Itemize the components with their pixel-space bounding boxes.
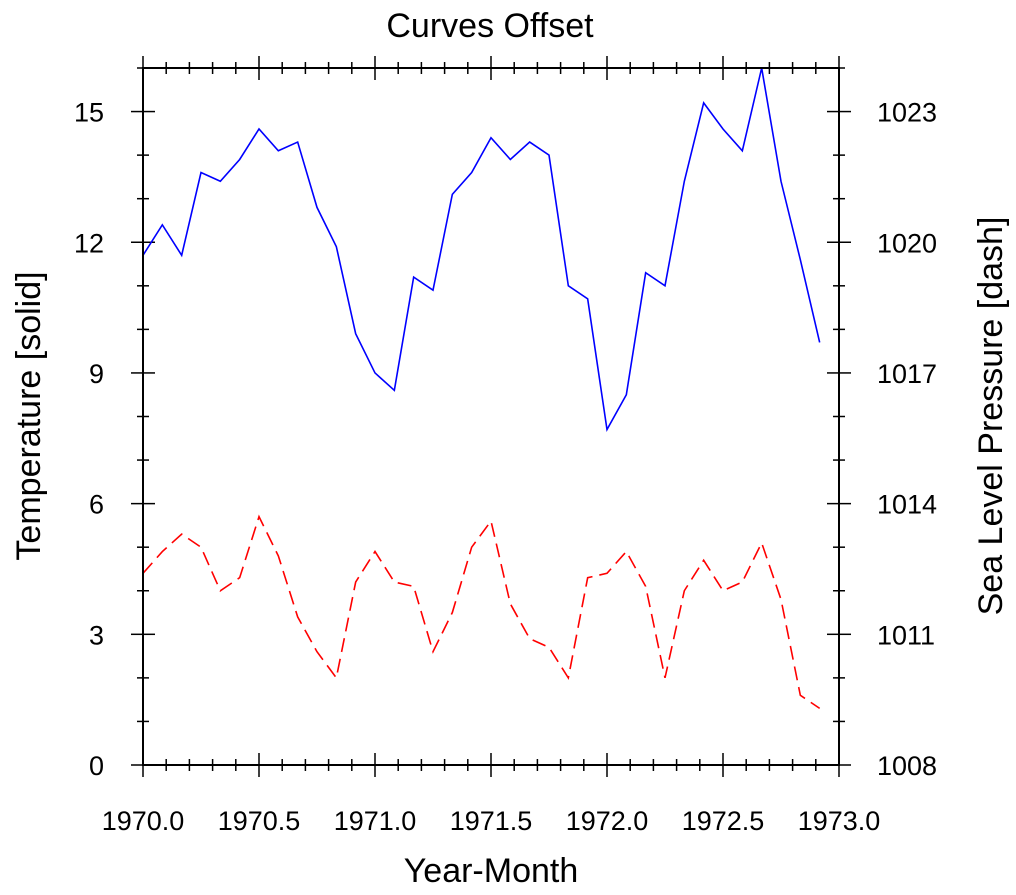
y-left-tick-label: 3 bbox=[89, 620, 104, 650]
temperature-line bbox=[142, 67, 821, 433]
x-tick-label: 1972.5 bbox=[682, 806, 765, 836]
y-axis-left-label: Temperature [solid] bbox=[10, 271, 48, 560]
y-axis-right-label: Sea Level Pressure [dash] bbox=[972, 217, 1010, 616]
data-series bbox=[142, 67, 821, 710]
y-left-tick-label: 9 bbox=[89, 359, 104, 389]
y-left-tick-label: 6 bbox=[89, 490, 104, 520]
plot-frame bbox=[142, 67, 840, 766]
x-tick-label: 1972.0 bbox=[566, 806, 649, 836]
y-right-tick-label: 1008 bbox=[877, 751, 937, 781]
axis-tick-labels: 1970.0 1970.5 1971.0 1971.5 1972.0 1972.5 1973… bbox=[74, 98, 937, 836]
y-right-tick-label: 1020 bbox=[877, 228, 937, 258]
x-tick-label: 1970.5 bbox=[218, 806, 301, 836]
y-left-tick-label: 0 bbox=[89, 751, 104, 781]
x-tick-label: 1973.0 bbox=[798, 806, 881, 836]
y-left-tick-label: 12 bbox=[74, 228, 104, 258]
x-tick-label: 1971.0 bbox=[334, 806, 417, 836]
x-axis-label: Year-Month bbox=[404, 852, 579, 890]
chart-title: Curves Offset bbox=[386, 7, 594, 45]
y-right-tick-label: 1011 bbox=[877, 620, 935, 650]
x-tick-label: 1970.0 bbox=[102, 806, 185, 836]
y-left-tick-label: 15 bbox=[74, 98, 104, 128]
x-tick-label: 1971.5 bbox=[450, 806, 533, 836]
y-right-tick-label: 1023 bbox=[877, 98, 937, 128]
y-right-tick-label: 1014 bbox=[877, 490, 937, 520]
y-right-tick-label: 1017 bbox=[877, 359, 937, 389]
sea-level-pressure-line bbox=[142, 514, 821, 710]
